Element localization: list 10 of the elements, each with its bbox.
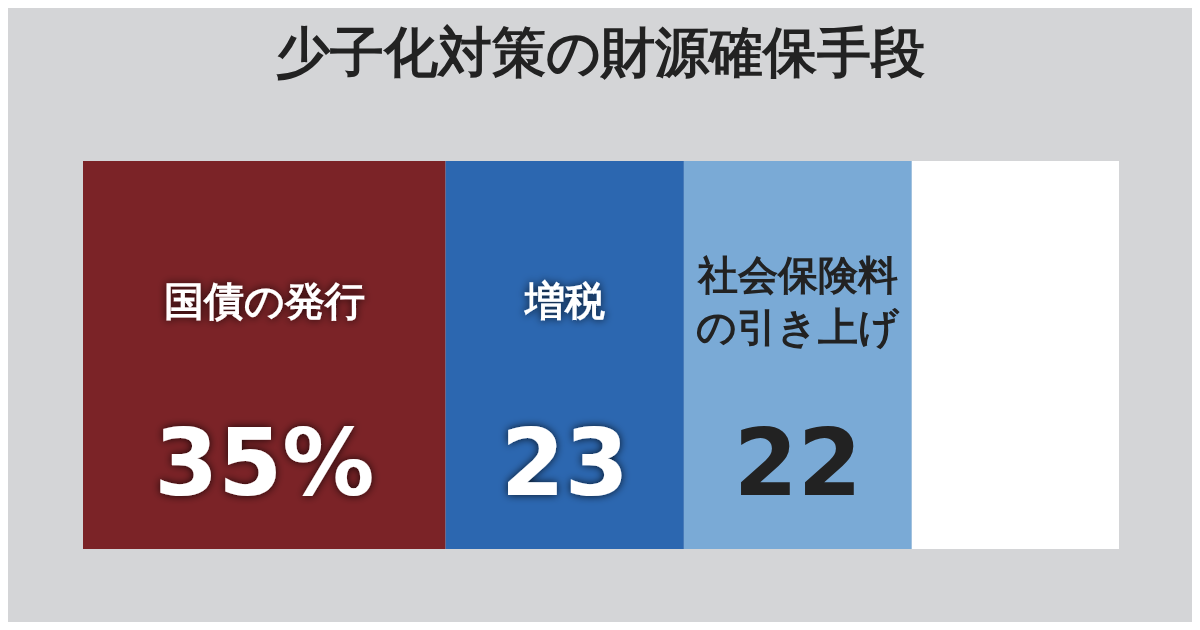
series-label: 国債の発行 [163, 277, 365, 324]
bar [911, 161, 1119, 549]
series-label: 増税 [522, 277, 605, 324]
series-label: 社会保険料の引き上げ [696, 251, 901, 350]
data-label: 35% [154, 410, 375, 518]
bar [83, 161, 446, 549]
data-label: 23 [500, 410, 629, 518]
data-label: 22 [733, 410, 862, 518]
chart-title: 少子化対策の財源確保手段 [275, 20, 925, 84]
bar [445, 161, 684, 549]
